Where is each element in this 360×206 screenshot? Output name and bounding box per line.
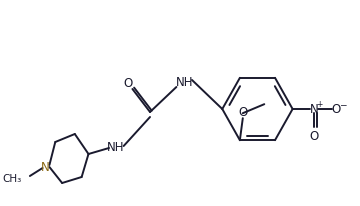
Text: O: O xyxy=(123,77,132,90)
Text: NH: NH xyxy=(175,76,193,89)
Text: CH₃: CH₃ xyxy=(3,173,22,183)
Text: N: N xyxy=(310,103,319,116)
Text: +: + xyxy=(316,100,322,109)
Text: NH: NH xyxy=(107,141,125,154)
Text: O: O xyxy=(238,105,247,118)
Text: O: O xyxy=(331,103,340,116)
Text: O: O xyxy=(310,130,319,143)
Text: N: N xyxy=(41,161,50,174)
Text: −: − xyxy=(339,100,346,109)
